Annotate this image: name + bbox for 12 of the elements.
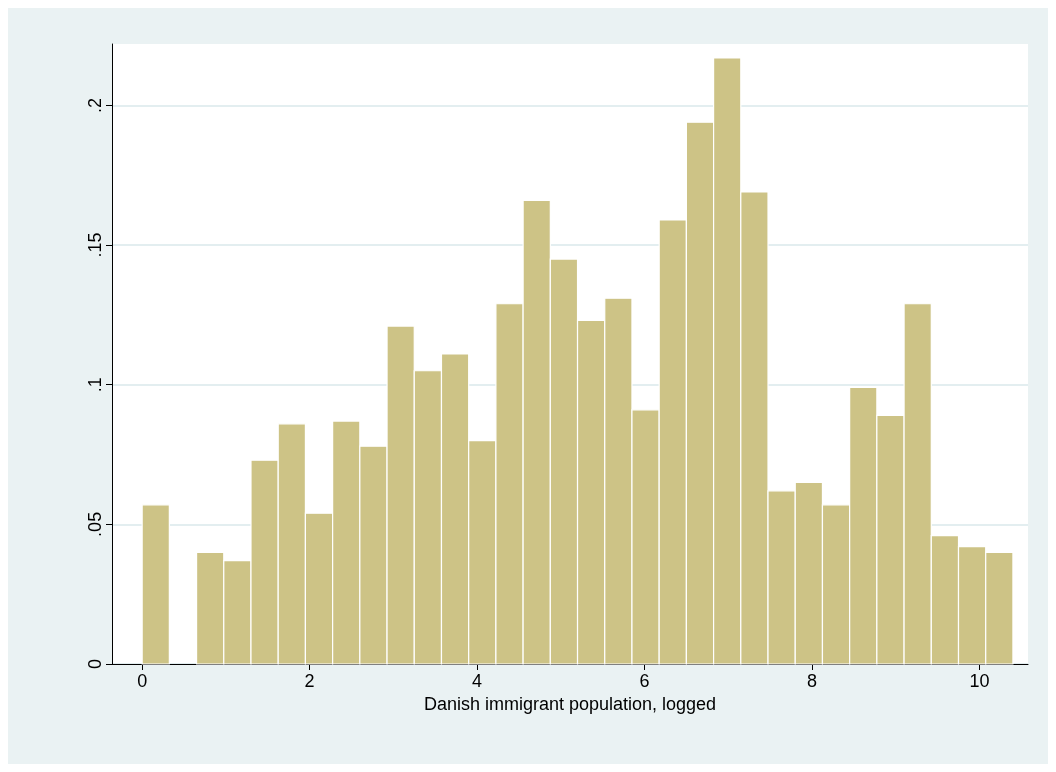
y-tick-label: 0 bbox=[85, 658, 105, 670]
x-tick-label: 4 bbox=[472, 671, 483, 691]
x-tick-label: 0 bbox=[137, 671, 148, 691]
x-tick-label: 10 bbox=[969, 671, 990, 691]
y-tick-label: .1 bbox=[85, 377, 105, 393]
x-tick-label: 6 bbox=[639, 671, 650, 691]
y-tick-label: .2 bbox=[85, 97, 105, 113]
y-tick-label: .05 bbox=[85, 511, 105, 537]
y-tick-label: .15 bbox=[85, 232, 105, 258]
x-tick-label: 8 bbox=[806, 671, 817, 691]
x-tick-label: 2 bbox=[304, 671, 315, 691]
x-axis-title: Danish immigrant population, logged bbox=[423, 693, 717, 714]
